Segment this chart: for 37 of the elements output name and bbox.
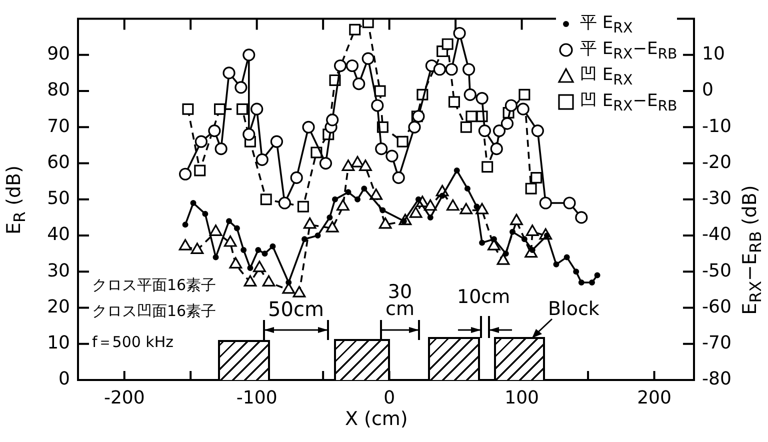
legend-label: 凹 E$_{RX}$−E$_{RB}$ bbox=[580, 90, 678, 115]
annotation: クロス凹面16素子 bbox=[92, 302, 216, 321]
y-tick-label: 60 bbox=[47, 152, 70, 173]
y2-tick-label: 10 bbox=[702, 44, 725, 65]
legend-label: 凹 E$_{RX}$ bbox=[580, 64, 633, 89]
x-tick-label: 0 bbox=[384, 387, 396, 408]
y2-tick-label: -30 bbox=[702, 188, 732, 210]
y-tick-label: 50 bbox=[47, 188, 70, 210]
y-tick-label: 30 bbox=[47, 260, 70, 282]
y-tick-label: 10 bbox=[47, 332, 70, 354]
annotation: クロス平面16素子 bbox=[92, 276, 216, 295]
x-axis-title: X (cm) bbox=[345, 408, 408, 430]
y2-tick-label: 0 bbox=[702, 80, 714, 101]
x-tick-label: 200 bbox=[637, 387, 672, 408]
annotation: Block bbox=[548, 298, 600, 320]
legend-label: 平 E$_{RX}$ bbox=[580, 12, 633, 37]
y-tick-label: 20 bbox=[47, 296, 70, 318]
y-tick-label: 90 bbox=[47, 44, 70, 65]
legend-label: 平 E$_{RX}$−E$_{RB}$ bbox=[580, 38, 678, 63]
annotation: f＝500 kHz bbox=[92, 333, 174, 352]
y2-tick-label: -40 bbox=[702, 224, 732, 246]
y-tick-label: 40 bbox=[47, 224, 70, 246]
x-tick-label: -200 bbox=[104, 387, 145, 408]
y2-tick-label: -10 bbox=[702, 116, 732, 137]
annotation: 30 cm bbox=[384, 281, 416, 320]
y-tick-label: 0 bbox=[58, 368, 70, 390]
y-tick-label: 80 bbox=[47, 80, 70, 101]
annotation: 50cm bbox=[268, 297, 324, 321]
y2-tick-label: -70 bbox=[702, 332, 732, 354]
y2-tick-label: -60 bbox=[702, 296, 732, 318]
annotation: 10cm bbox=[457, 286, 510, 308]
y2-tick-label: -50 bbox=[702, 260, 732, 282]
y2-tick-label: -80 bbox=[702, 368, 732, 390]
x-tick-label: -100 bbox=[236, 387, 278, 408]
y2-tick-label: -20 bbox=[702, 152, 732, 173]
x-tick-label: 100 bbox=[504, 387, 539, 408]
y-tick-label: 70 bbox=[47, 116, 70, 137]
